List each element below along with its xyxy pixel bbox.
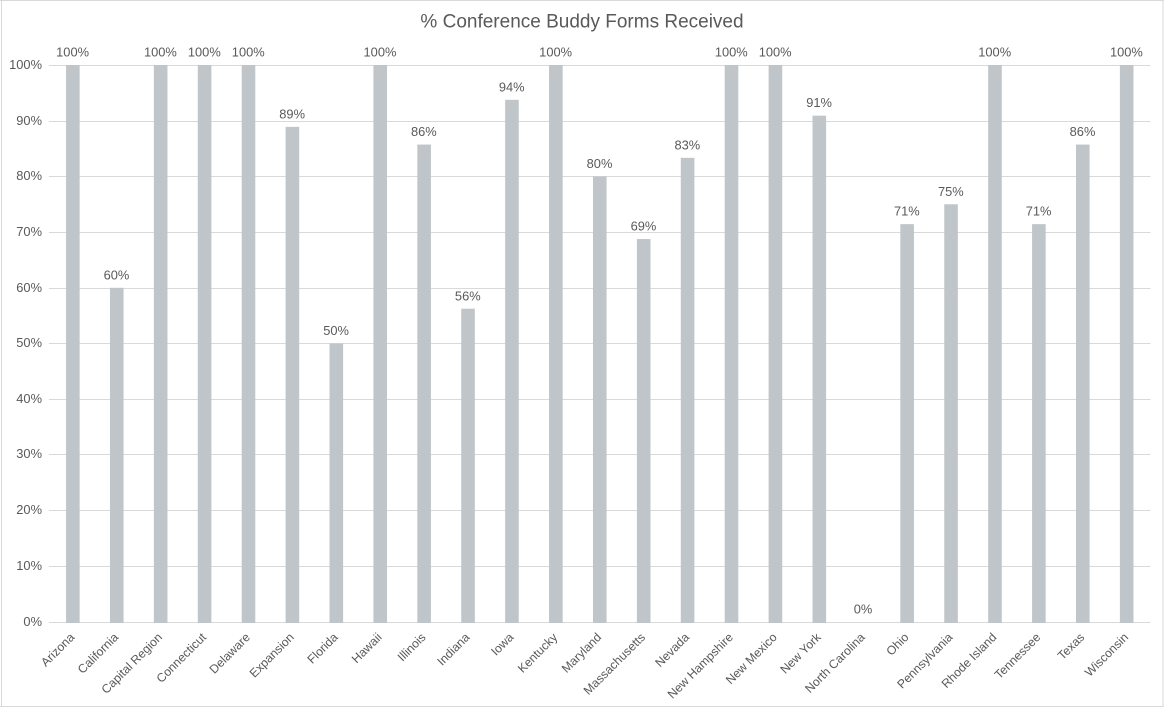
svg-text:100%: 100% (539, 45, 572, 60)
svg-text:56%: 56% (455, 288, 481, 303)
svg-text:% Conference Buddy Forms Recei: % Conference Buddy Forms Received (420, 11, 743, 32)
svg-text:80%: 80% (16, 168, 42, 183)
svg-text:100%: 100% (759, 45, 792, 60)
svg-text:100%: 100% (144, 45, 177, 60)
svg-text:0%: 0% (23, 614, 42, 629)
svg-text:60%: 60% (16, 280, 42, 295)
svg-text:10%: 10% (16, 558, 42, 573)
svg-text:94%: 94% (499, 79, 525, 94)
svg-text:100%: 100% (56, 45, 89, 60)
svg-text:30%: 30% (16, 446, 42, 461)
svg-text:71%: 71% (1026, 204, 1052, 219)
svg-text:50%: 50% (16, 335, 42, 350)
svg-text:100%: 100% (978, 45, 1011, 60)
svg-text:86%: 86% (411, 124, 437, 139)
svg-text:60%: 60% (104, 267, 130, 282)
svg-text:83%: 83% (674, 137, 700, 152)
svg-text:100%: 100% (715, 45, 748, 60)
svg-text:20%: 20% (16, 502, 42, 517)
svg-text:89%: 89% (279, 106, 305, 121)
svg-text:69%: 69% (631, 219, 657, 234)
svg-text:50%: 50% (323, 323, 349, 338)
svg-text:100%: 100% (188, 45, 221, 60)
svg-text:100%: 100% (1110, 45, 1143, 60)
svg-text:0%: 0% (854, 602, 873, 617)
svg-text:86%: 86% (1070, 124, 1096, 139)
svg-text:91%: 91% (806, 95, 832, 110)
svg-text:90%: 90% (16, 113, 42, 128)
svg-text:70%: 70% (16, 224, 42, 239)
svg-text:100%: 100% (9, 57, 42, 72)
svg-text:100%: 100% (232, 45, 265, 60)
svg-text:40%: 40% (16, 391, 42, 406)
svg-text:71%: 71% (894, 204, 920, 219)
svg-text:75%: 75% (938, 184, 964, 199)
svg-text:100%: 100% (364, 45, 397, 60)
svg-text:80%: 80% (587, 156, 613, 171)
